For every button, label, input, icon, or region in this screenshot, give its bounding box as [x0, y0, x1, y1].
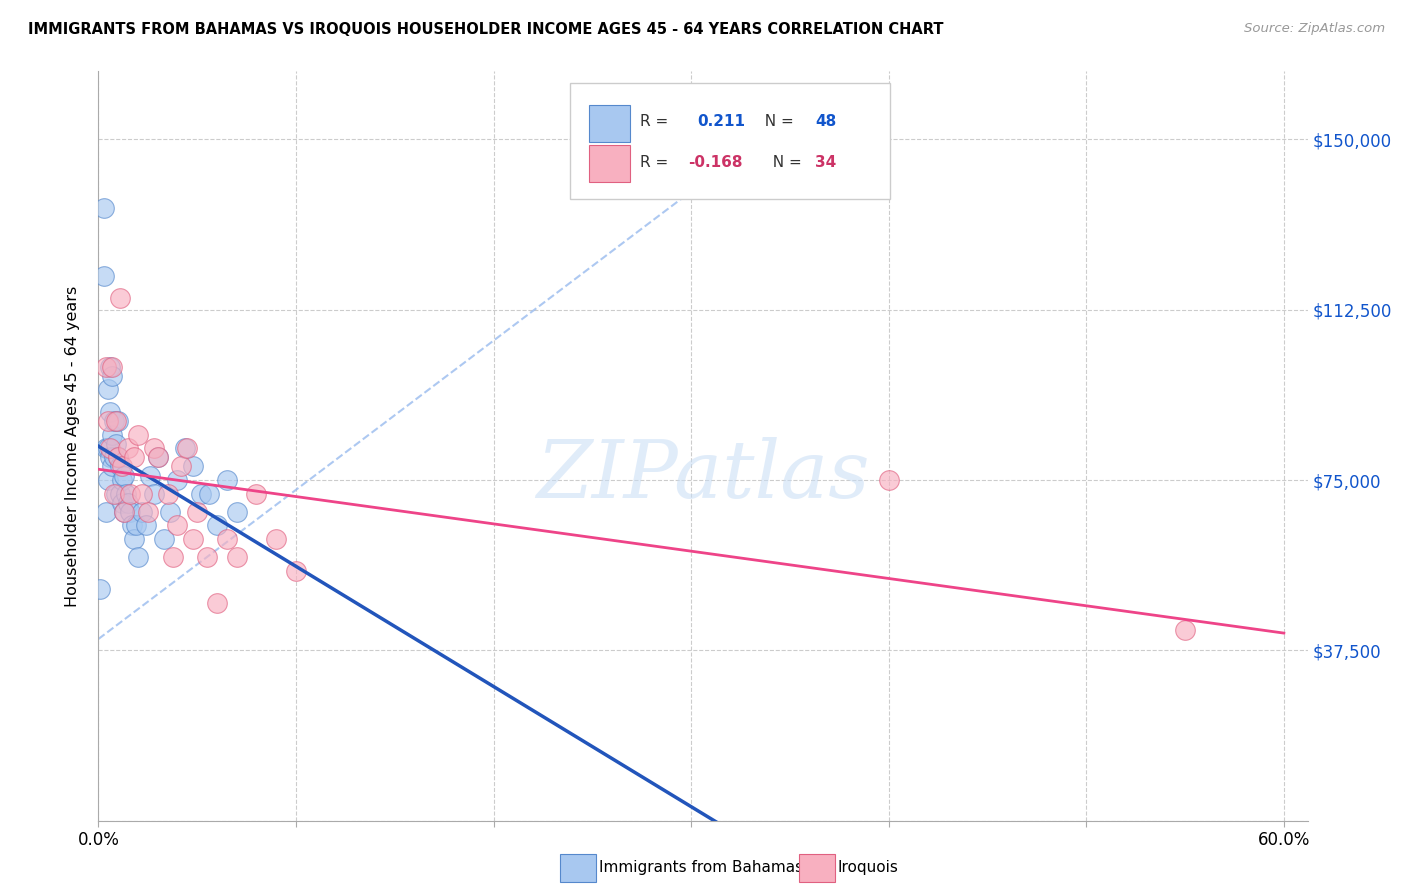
Text: R =: R =	[640, 114, 678, 129]
Point	[103, 450, 125, 465]
Point	[118, 505, 141, 519]
Point	[245, 486, 267, 500]
Point	[152, 532, 174, 546]
Point	[101, 368, 124, 383]
Point	[166, 518, 188, 533]
Point	[98, 405, 121, 419]
Point	[117, 442, 139, 456]
Point	[112, 468, 135, 483]
Point	[215, 532, 238, 546]
Point	[174, 442, 197, 456]
Point	[101, 359, 124, 374]
Point	[107, 450, 129, 465]
Point	[96, 442, 118, 456]
Point	[195, 550, 218, 565]
Point	[146, 450, 169, 465]
Point	[97, 473, 120, 487]
Text: Iroquois: Iroquois	[838, 861, 898, 875]
Point	[131, 486, 153, 500]
FancyBboxPatch shape	[589, 145, 630, 181]
Point	[112, 505, 135, 519]
Point	[215, 473, 238, 487]
Point	[118, 486, 141, 500]
Point	[89, 582, 111, 596]
Point	[127, 427, 149, 442]
Point	[96, 505, 118, 519]
Point	[285, 564, 308, 578]
Point	[108, 459, 131, 474]
Point	[186, 505, 208, 519]
Point	[122, 450, 145, 465]
Point	[121, 518, 143, 533]
Point	[108, 292, 131, 306]
FancyBboxPatch shape	[589, 105, 630, 142]
Point	[181, 459, 204, 474]
Point	[131, 505, 153, 519]
Point	[205, 518, 228, 533]
Text: ZIPatlas: ZIPatlas	[536, 437, 870, 515]
Text: Source: ZipAtlas.com: Source: ZipAtlas.com	[1244, 22, 1385, 36]
Point	[115, 486, 138, 500]
Point	[98, 442, 121, 456]
Point	[111, 496, 134, 510]
Point	[112, 505, 135, 519]
Point	[135, 518, 157, 533]
Point	[136, 505, 159, 519]
Point	[103, 486, 125, 500]
Text: 0.211: 0.211	[697, 114, 745, 129]
Point	[190, 486, 212, 500]
Point	[97, 382, 120, 396]
Point	[111, 459, 134, 474]
Point	[877, 473, 900, 487]
Point	[162, 550, 184, 565]
Point	[105, 486, 128, 500]
Point	[111, 473, 134, 487]
Point	[122, 532, 145, 546]
Point	[108, 486, 131, 500]
Point	[146, 450, 169, 465]
Point	[93, 268, 115, 283]
Point	[166, 473, 188, 487]
Point	[264, 532, 287, 546]
Point	[93, 201, 115, 215]
Point	[198, 486, 221, 500]
Point	[107, 450, 129, 465]
Point	[181, 532, 204, 546]
Point	[225, 505, 247, 519]
Point	[127, 550, 149, 565]
Point	[98, 359, 121, 374]
Point	[105, 414, 128, 428]
Text: N =: N =	[763, 155, 807, 170]
Point	[142, 442, 165, 456]
Text: 48: 48	[815, 114, 837, 129]
Point	[117, 496, 139, 510]
Point	[205, 596, 228, 610]
Point	[96, 359, 118, 374]
Text: -0.168: -0.168	[689, 155, 742, 170]
FancyBboxPatch shape	[569, 83, 890, 199]
Point	[97, 442, 120, 456]
Text: IMMIGRANTS FROM BAHAMAS VS IROQUOIS HOUSEHOLDER INCOME AGES 45 - 64 YEARS CORREL: IMMIGRANTS FROM BAHAMAS VS IROQUOIS HOUS…	[28, 22, 943, 37]
Text: 34: 34	[815, 155, 837, 170]
Point	[139, 468, 162, 483]
Point	[176, 442, 198, 456]
Point	[98, 450, 121, 465]
Point	[170, 459, 193, 474]
Text: Immigrants from Bahamas: Immigrants from Bahamas	[599, 861, 803, 875]
Point	[225, 550, 247, 565]
Text: N =: N =	[755, 114, 799, 129]
Point	[159, 505, 181, 519]
Point	[1174, 623, 1197, 637]
Point	[142, 486, 165, 500]
Point	[101, 459, 124, 474]
Text: R =: R =	[640, 155, 673, 170]
Point	[97, 414, 120, 428]
Y-axis label: Householder Income Ages 45 - 64 years: Householder Income Ages 45 - 64 years	[65, 285, 80, 607]
Point	[107, 414, 129, 428]
Point	[156, 486, 179, 500]
Point	[101, 427, 124, 442]
Point	[125, 518, 148, 533]
Point	[105, 436, 128, 450]
Point	[103, 414, 125, 428]
